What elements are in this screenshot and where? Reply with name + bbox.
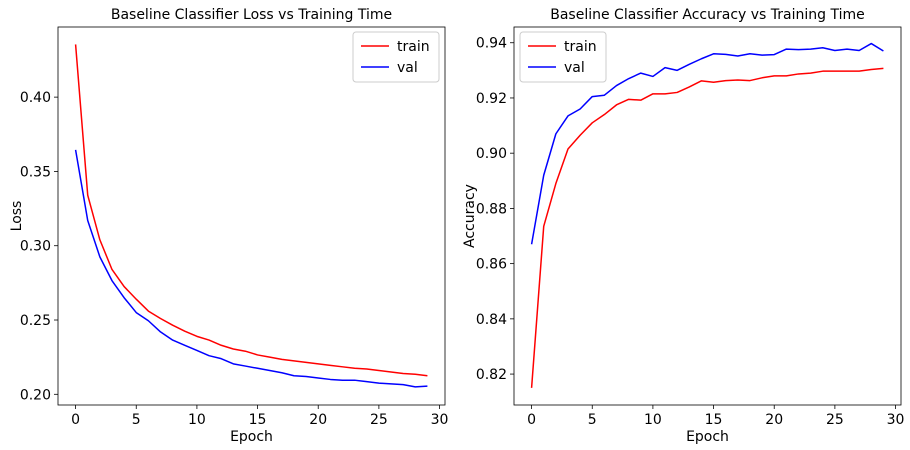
accuracy-xtick-label: 30 [887,412,905,428]
accuracy-xtick-label: 20 [765,412,783,428]
accuracy-xtick-label: 25 [826,412,844,428]
accuracy-xtick-label: 10 [644,412,662,428]
accuracy-plot-frame [513,26,902,406]
loss-ytick-label: 0.30 [20,239,51,255]
loss-xtick-label: 15 [249,412,267,428]
loss-series-val-line [74,149,428,388]
loss-chart-ylabel: Loss [9,201,25,232]
accuracy-legend-label-train: train [564,39,597,55]
loss-ytick-label: 0.35 [20,164,51,180]
accuracy-chart-title: Baseline Classifier Accuracy vs Training… [550,7,865,23]
accuracy-ytick-label: 0.82 [476,367,507,383]
loss-xtick-label: 20 [309,412,327,428]
accuracy-legend-box [519,31,607,83]
loss-xtick-label: 30 [431,412,449,428]
loss-legend-box [352,31,440,83]
accuracy-series-train-line [530,67,884,388]
loss-legend-label-val: val [397,60,418,76]
accuracy-ytick-label: 0.88 [476,201,507,217]
accuracy-series-val-line [530,42,884,245]
loss-ytick-label: 0.25 [20,313,51,329]
loss-ytick-label: 0.20 [20,387,51,403]
accuracy-legend-label-val: val [564,60,585,76]
accuracy-xtick-label: 0 [527,412,536,428]
accuracy-xtick-label: 15 [705,412,723,428]
loss-xtick-label: 0 [71,412,80,428]
loss-series-train-line [74,44,428,377]
accuracy-xtick-label: 5 [588,412,597,428]
accuracy-ytick-label: 0.90 [476,146,507,162]
loss-chart-xlabel: Epoch [230,429,273,445]
loss-xtick-label: 5 [132,412,141,428]
loss-ytick-label: 0.40 [20,90,51,106]
loss-xtick-label: 25 [370,412,388,428]
accuracy-ytick-label: 0.92 [476,91,507,107]
accuracy-ytick-label: 0.86 [476,257,507,273]
accuracy-chart-ylabel: Accuracy [462,184,478,248]
accuracy-ytick-label: 0.94 [476,36,507,52]
loss-plot-frame [57,26,446,406]
accuracy-legend: train val [519,31,607,83]
loss-chart-title: Baseline Classifier Loss vs Training Tim… [111,7,392,23]
accuracy-ytick-label: 0.84 [476,312,507,328]
accuracy-chart-xlabel: Epoch [686,429,729,445]
loss-legend: train val [352,31,440,83]
loss-chart: Baseline Classifier Loss vs Training Tim… [9,7,448,445]
loss-xtick-label: 10 [188,412,206,428]
accuracy-chart: Baseline Classifier Accuracy vs Training… [462,7,904,445]
loss-legend-label-train: train [397,39,430,55]
